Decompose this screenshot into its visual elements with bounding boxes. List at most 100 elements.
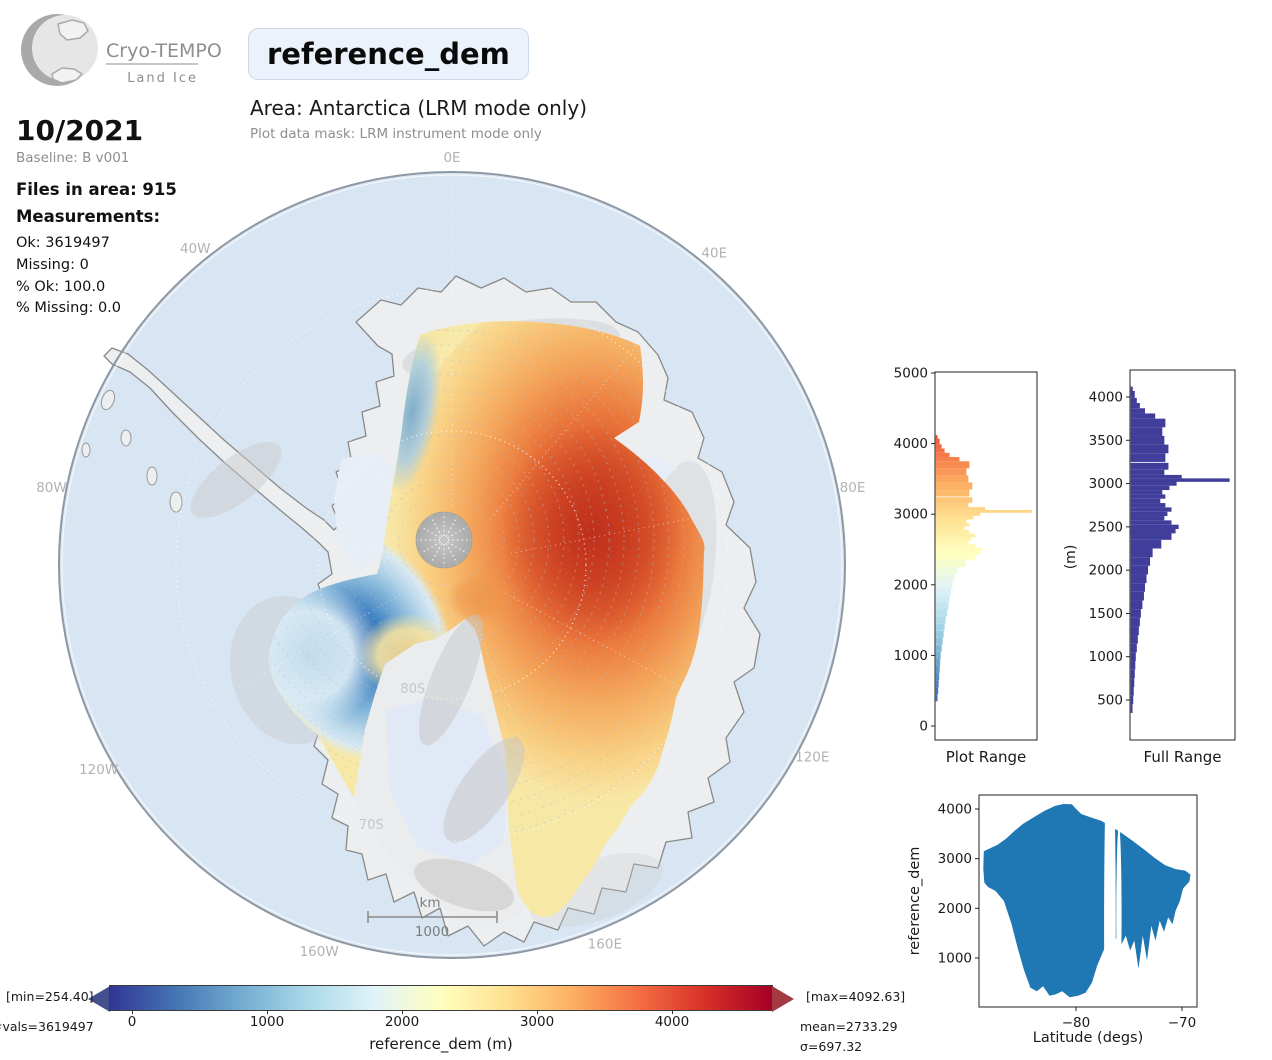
hist-bar [935, 544, 976, 548]
meridian-label: 80W [36, 480, 67, 496]
colorbar-tick-label: 3000 [519, 1014, 555, 1030]
colorbar [109, 985, 773, 1011]
plot-box [978, 794, 1198, 1008]
map-border [58, 171, 846, 959]
colorbar-tick-label: 4000 [654, 1014, 690, 1030]
hist-bar [1130, 478, 1230, 482]
hist-bar [1130, 529, 1176, 534]
pole-hole [415, 511, 473, 569]
plot-box [934, 371, 1038, 741]
y-tick-label: 3500 [1089, 433, 1123, 449]
date-label: 10/2021 [16, 114, 144, 147]
hist-bar [1130, 397, 1137, 404]
hist-bar [935, 644, 942, 652]
hist-bar [935, 567, 957, 575]
hist-bar [935, 452, 950, 458]
meridian-label: 40W [180, 241, 211, 257]
track-arc [268, 350, 654, 750]
plot-box [1129, 369, 1236, 741]
hist-bar [935, 537, 972, 541]
hist-bar [1130, 516, 1165, 521]
hist-bar [935, 694, 938, 702]
cryo-tempo-logo: Cryo-TEMPO Land Ice [21, 14, 222, 86]
pole-hole-radial [420, 541, 441, 555]
hist-bar [1130, 661, 1136, 670]
hist-bar [935, 497, 973, 503]
hist-bar [1130, 548, 1153, 558]
y-tick-label: 2000 [1089, 563, 1123, 579]
scatter-xlabel: Latitude (degs) [1033, 1030, 1144, 1046]
hist-bar [1130, 626, 1139, 636]
hist-bar [1130, 652, 1136, 662]
hist-bar [935, 616, 946, 624]
hist-bar [1130, 520, 1172, 525]
hist-bar [935, 637, 943, 645]
stat-pct-ok: % Ok: 100.0 [16, 279, 106, 295]
meridian-line [510, 489, 836, 555]
meridian-line [68, 489, 394, 555]
hist-bar [935, 461, 970, 469]
meridian-label: 80E [840, 480, 866, 496]
hist-bar [1130, 531, 1172, 540]
colorbar-tick-label: 2000 [384, 1014, 420, 1030]
meridian-label: 120W [79, 762, 118, 778]
hist-bar [1130, 498, 1161, 504]
y-tick-label: 4000 [1089, 390, 1123, 406]
hist-bar [935, 574, 955, 582]
ronne-ice-shelf [334, 450, 401, 570]
meridian-label: 160E [588, 936, 622, 952]
hist-bar [935, 435, 938, 440]
hist-bar [935, 502, 969, 508]
files-in-area-label: Files in area: 915 [16, 180, 177, 199]
scatter-ylabel: reference_dem [907, 847, 923, 956]
hist-bar [1130, 591, 1144, 601]
colorbar-mean-label: mean=2733.29 [800, 1019, 898, 1034]
hist-bar [1130, 462, 1169, 470]
track-arc [317, 413, 591, 687]
measurements-label: Measurements: [16, 207, 161, 226]
colorbar-over-arrow [772, 986, 794, 1012]
hist-bar [935, 551, 980, 555]
hist-bar [935, 515, 974, 520]
hist-bar [1130, 427, 1163, 436]
full-range-histogram: 500 1000 1500 2000 2500 3000 3500 4000 Full Rang… [1063, 369, 1236, 766]
hist-bar [935, 468, 967, 476]
track-arc [353, 449, 535, 631]
hist-bar [1130, 678, 1135, 688]
colorbar-max-label: [max=4092.63] [806, 989, 906, 1004]
pole-hole-radial [429, 516, 443, 537]
hist-bar [1130, 453, 1166, 462]
hist-bar [935, 438, 940, 445]
colorbar-tick [537, 1010, 538, 1014]
hist-bar [935, 523, 970, 527]
hist-bar [1130, 390, 1135, 398]
track-arc [398, 494, 490, 586]
hist-bar [1130, 695, 1134, 705]
stat-missing: Missing: 0 [16, 257, 89, 273]
hist-bar [935, 553, 976, 561]
track-arc [268, 344, 640, 736]
colorbar-min-label: [min=254.40] [6, 989, 94, 1004]
hist-bar [1130, 687, 1134, 696]
y-tick-label: 0 [919, 719, 928, 735]
hist-bar [935, 512, 981, 516]
antarctica-outline-icon [51, 67, 84, 84]
baseline-label: Baseline: B v001 [16, 150, 130, 166]
hist-bar [935, 609, 948, 617]
y-tick-label: 1500 [1089, 606, 1123, 622]
hist-bar [1130, 583, 1145, 592]
y-tick-label: 3000 [938, 851, 972, 867]
hist-bar [935, 509, 1032, 513]
hist-bar [1130, 617, 1140, 627]
x-tick-label: −80 [1062, 1015, 1091, 1031]
hist-bar [935, 673, 940, 681]
logo-title: Cryo-TEMPO [106, 40, 222, 62]
stat-ok: Ok: 3619497 [16, 235, 110, 251]
hist-bar [935, 623, 945, 631]
map-labels: 0E 40E 80E 120E 160E 160W 120W 80W 40W 80S 70S [36, 150, 865, 960]
hist-ylabel: (m) [1063, 545, 1079, 570]
area-line: Area: Antarctica (LRM mode only) [250, 96, 588, 120]
hist-bar [1130, 444, 1169, 454]
